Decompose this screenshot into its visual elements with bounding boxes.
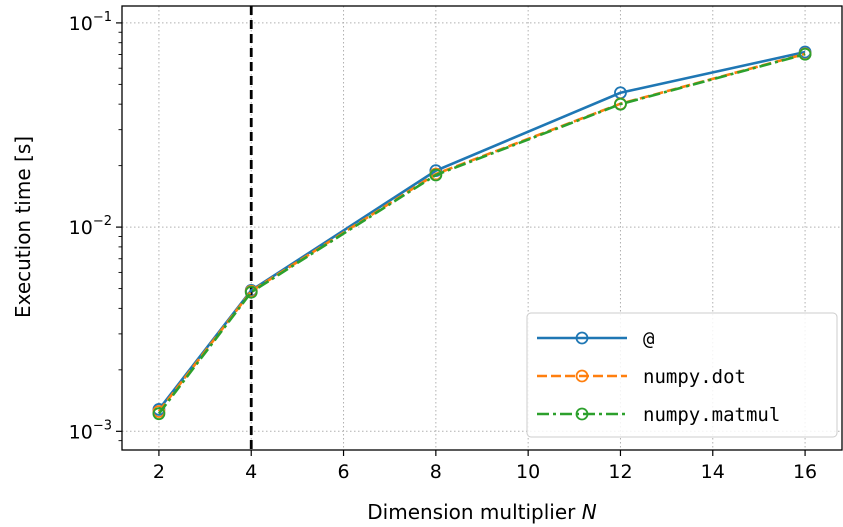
series-layer [152,45,812,421]
series-line [157,53,806,415]
data-point [614,97,627,111]
x-tick-label: 12 [608,461,632,483]
y-tick-label: 10−1 [69,10,112,35]
legend-item: numpy.matmul [537,404,780,426]
x-axis-label: Dimension multiplier N [367,500,596,524]
x-tick-label: 10 [516,461,540,483]
data-point [429,168,443,182]
y-tick-label: 10−3 [69,418,112,443]
legend-item: numpy.dot [537,366,746,388]
x-tick-label: 16 [793,461,817,483]
legend-label: @ [643,328,654,350]
legend-label: numpy.dot [643,366,746,388]
data-point [798,47,812,61]
x-axis: 2 4 6 8 10 12 14 16 [153,450,817,483]
y-tick-label: 10−2 [69,214,112,239]
legend-box [526,312,838,438]
plot-frame [121,5,843,451]
y-axis-label: Execution time [s] [11,136,35,318]
x-tick-label: 8 [430,461,442,483]
data-point [152,407,166,421]
legend-label: numpy.matmul [643,404,780,426]
x-tick-label: 14 [701,461,725,483]
x-tick-label: 6 [337,461,349,483]
legend-marker [575,369,589,383]
x-tick-label: 4 [245,461,257,483]
legend-item: @ [537,328,654,350]
series-numpy-matmul [152,47,812,421]
x-tick-label: 2 [153,461,165,483]
legend-marker [575,331,589,345]
legend-marker [575,407,589,421]
y-axis: 10−3 10−2 10−1 [69,10,122,443]
legend: @ numpy.dot numpy.matmul [526,312,838,438]
data-point [244,285,258,299]
